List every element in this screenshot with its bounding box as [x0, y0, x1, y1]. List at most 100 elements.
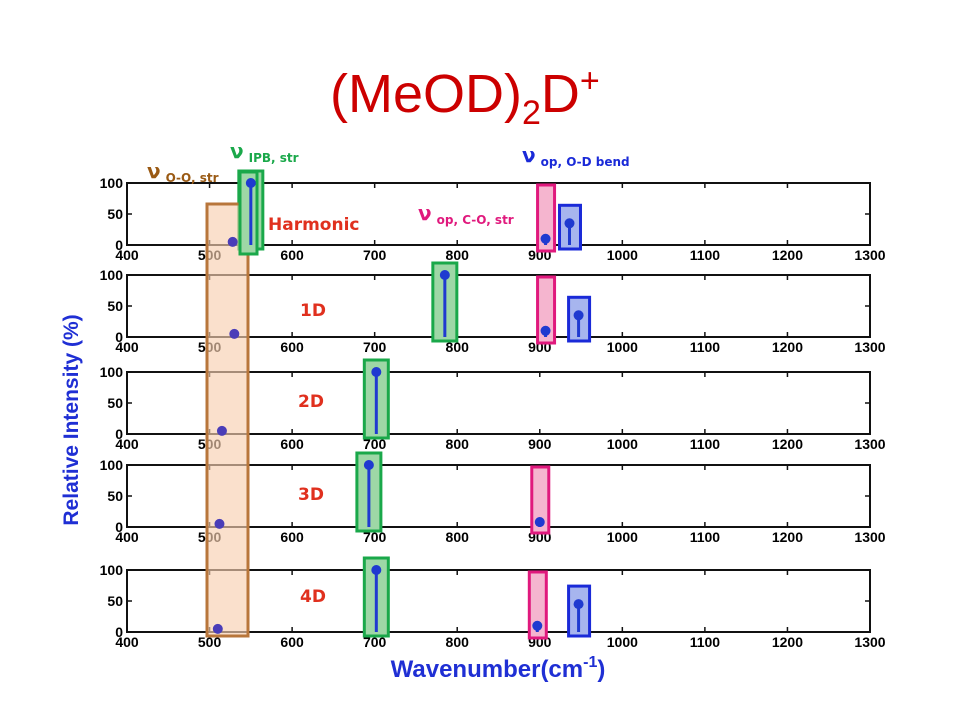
x-tick-label: 800 — [446, 436, 470, 452]
x-tick-label: 800 — [446, 247, 470, 263]
highlight-box-orange — [205, 202, 250, 638]
stick-marker — [573, 310, 584, 321]
stick-marks — [212, 178, 584, 634]
x-tick-label: 1300 — [854, 529, 885, 545]
stick-marker — [216, 425, 227, 436]
y-tick-label: 50 — [107, 206, 123, 222]
mode-subscript: O-O, str — [166, 171, 219, 185]
y-tick-label: 50 — [107, 395, 123, 411]
x-tick-label: 1100 — [690, 247, 721, 263]
x-tick-label: 800 — [446, 529, 470, 545]
x-tick-label: 600 — [280, 247, 304, 263]
stick-marker — [540, 325, 551, 336]
x-tick-label: 1000 — [607, 247, 638, 263]
x-tick-label: 1000 — [607, 634, 638, 650]
y-tick-label: 100 — [100, 457, 124, 473]
x-tick-label: 400 — [115, 247, 139, 263]
y-tick-label: 100 — [100, 175, 124, 191]
x-tick-label: 1300 — [854, 339, 885, 355]
stick-marker — [371, 565, 382, 575]
x-tick-label: 600 — [280, 436, 304, 452]
x-tick-label: 1200 — [772, 436, 803, 452]
mode-symbol: ν — [147, 159, 161, 183]
stick-marker — [439, 270, 450, 280]
y-axis-label: Relative Intensity (%) — [60, 314, 83, 525]
x-tick-label: 400 — [115, 339, 139, 355]
mode-symbol: ν — [522, 143, 536, 167]
stick-marker — [363, 460, 374, 470]
x-tick-label: 700 — [363, 529, 387, 545]
panel-label: 1D — [300, 301, 326, 321]
x-tick-label: 500 — [198, 634, 222, 650]
x-tick-label: 1300 — [854, 634, 885, 650]
stick-marker — [564, 218, 575, 229]
x-tick-label: 700 — [363, 436, 387, 452]
highlight-box-pink — [530, 465, 551, 535]
highlight-box-pink — [527, 570, 548, 640]
x-tick-label: 900 — [528, 436, 552, 452]
stick-marker — [371, 367, 382, 377]
highlight-box-green — [431, 261, 459, 343]
x-tick-label: 600 — [280, 529, 304, 545]
chart-title: (MeOD)2D+ — [330, 62, 600, 132]
highlight-box-pink — [536, 183, 557, 253]
y-tick-label: 0 — [115, 426, 123, 442]
mode-label: ν op, C-O, str — [418, 201, 514, 227]
highlight-box-green — [238, 170, 259, 256]
y-tick-label: 100 — [100, 562, 124, 578]
stick-marker — [540, 233, 551, 244]
mode-subscript: op, C-O, str — [437, 213, 514, 227]
y-tick-label: 0 — [115, 624, 123, 640]
x-tick-label: 1200 — [772, 529, 803, 545]
stick-marker — [532, 620, 543, 631]
mode-symbol: ν — [418, 201, 432, 225]
panel-label: Harmonic — [268, 215, 359, 235]
y-tick-label: 0 — [115, 237, 123, 253]
stick-marker — [229, 328, 240, 339]
panel-label: 4D — [300, 587, 326, 607]
stick-marker — [534, 517, 545, 528]
panel-label: 3D — [298, 485, 324, 505]
x-tick-label: 1000 — [607, 339, 638, 355]
x-axis-label: Wavenumber(cm-1) — [391, 654, 606, 683]
x-tick-label: 700 — [363, 339, 387, 355]
x-tick-label: 800 — [446, 634, 470, 650]
y-tick-label: 0 — [115, 329, 123, 345]
x-tick-label: 1100 — [690, 529, 721, 545]
stick-marker — [227, 236, 238, 247]
mode-symbol: ν — [230, 139, 244, 163]
highlight-boxes — [205, 169, 592, 640]
y-tick-label: 50 — [107, 488, 123, 504]
x-tick-label: 700 — [363, 247, 387, 263]
x-tick-label: 700 — [363, 634, 387, 650]
y-tick-label: 0 — [115, 519, 123, 535]
x-tick-label: 1000 — [607, 529, 638, 545]
x-tick-label: 1100 — [690, 339, 721, 355]
mode-label: ν O-O, str — [147, 159, 219, 185]
mode-subscript: op, O-D bend — [541, 155, 630, 169]
x-tick-label: 1000 — [607, 436, 638, 452]
x-tick-label: 400 — [115, 634, 139, 650]
x-tick-label: 400 — [115, 529, 139, 545]
mode-subscript: IPB, str — [249, 151, 299, 165]
panels-group: 4005006007008009001000110012001300050100… — [100, 175, 886, 650]
y-tick-label: 50 — [107, 298, 123, 314]
x-tick-label: 1100 — [690, 634, 721, 650]
mode-label: ν op, O-D bend — [522, 143, 630, 169]
x-tick-label: 1300 — [854, 436, 885, 452]
x-tick-label: 600 — [280, 339, 304, 355]
x-tick-label: 800 — [446, 339, 470, 355]
x-tick-label: 400 — [115, 436, 139, 452]
mode-annotations: ν O-O, str ν IPB, str ν op, C-O, str ν op, O-D … — [147, 139, 630, 227]
mode-label: ν IPB, str — [230, 139, 299, 165]
x-tick-label: 600 — [280, 634, 304, 650]
x-tick-label: 1200 — [772, 247, 803, 263]
stick-marker — [212, 623, 223, 634]
x-tick-label: 1200 — [772, 634, 803, 650]
panel-label: 2D — [298, 392, 324, 412]
highlight-box-pink — [536, 275, 557, 345]
x-tick-label: 1100 — [690, 436, 721, 452]
x-tick-label: 1300 — [854, 247, 885, 263]
y-tick-label: 100 — [100, 267, 124, 283]
